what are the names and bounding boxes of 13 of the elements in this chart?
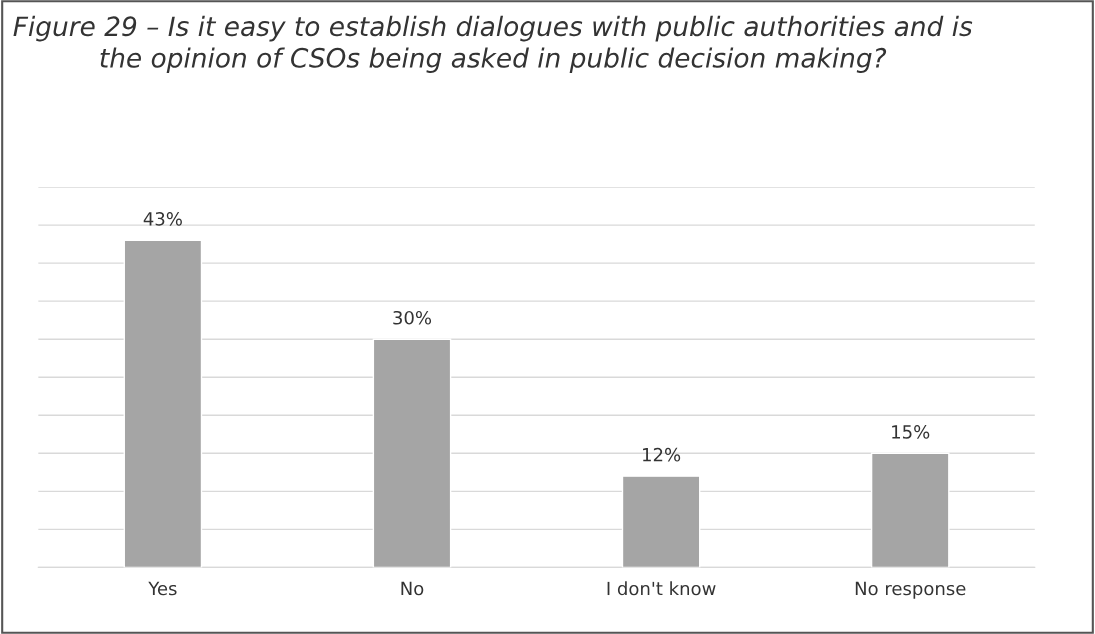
bar bbox=[621, 475, 701, 568]
bar bbox=[870, 452, 950, 568]
x-tick-label: No response bbox=[855, 581, 966, 599]
x-tick-label: Yes bbox=[148, 581, 177, 596]
chart-title: Figure 29 – Is it easy to establish dialogues with public authorities and is the opinion of CSOs being asked in public decision making? bbox=[13, 15, 973, 73]
bar bbox=[123, 239, 203, 568]
data-label: 12% bbox=[643, 447, 681, 462]
data-label: 30% bbox=[393, 310, 432, 325]
x-tick-label: I don't know bbox=[607, 581, 716, 596]
bar bbox=[372, 338, 452, 568]
x-tick-label: No bbox=[401, 581, 424, 596]
data-label: 15% bbox=[892, 425, 930, 439]
data-label: 43% bbox=[143, 212, 182, 226]
